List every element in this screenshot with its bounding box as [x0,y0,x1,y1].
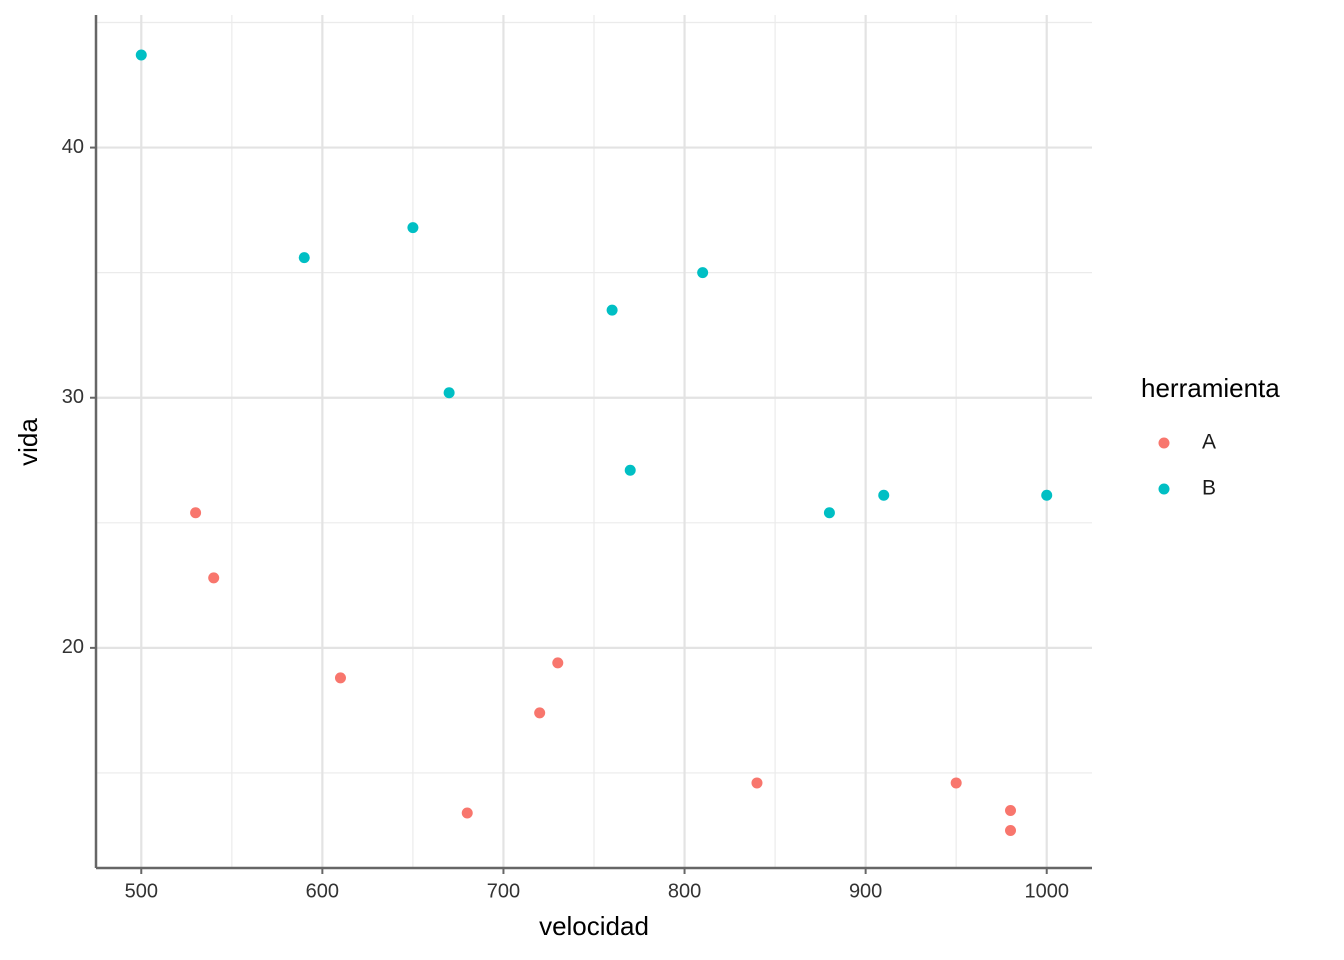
legend-key [1158,437,1170,449]
point [1005,804,1017,816]
point [1041,489,1053,501]
x-tick-label: 1000 [1024,880,1069,902]
point [298,252,310,264]
y-tick-label: 30 [62,386,84,408]
x-tick-label: 500 [125,880,158,902]
point [443,387,455,399]
y-tick-label: 20 [62,636,84,658]
legend-title: herramienta [1141,373,1280,403]
point [624,464,636,476]
point [534,707,546,719]
point [208,572,220,584]
point [878,489,890,501]
legend-key [1158,483,1170,495]
point [697,267,709,279]
point [190,507,202,519]
legend-label: B [1202,477,1216,500]
point [135,49,147,61]
y-tick-label: 40 [62,136,84,158]
point [823,507,835,519]
legend-label: A [1202,431,1216,454]
point [334,672,346,684]
point [552,657,564,669]
x-tick-label: 900 [849,880,882,902]
point [606,304,618,316]
point [461,807,473,819]
x-axis-title: velocidad [539,911,649,941]
point [1005,824,1017,836]
x-tick-label: 600 [306,880,339,902]
x-tick-label: 800 [668,880,701,902]
point [407,222,419,234]
x-tick-label: 700 [487,880,520,902]
point [751,777,763,789]
y-axis-title: vida [13,418,43,466]
point [950,777,962,789]
